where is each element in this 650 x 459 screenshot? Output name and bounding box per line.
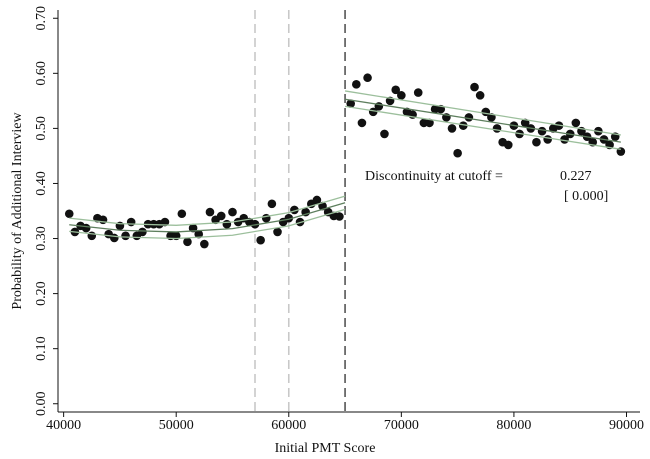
- point: [475, 91, 485, 100]
- point: [194, 229, 204, 239]
- point: [121, 231, 130, 241]
- x-tick-label: 60000: [271, 418, 306, 433]
- point: [256, 235, 265, 245]
- point: [352, 80, 361, 89]
- y-tick-label: 0.70: [34, 6, 49, 31]
- point: [98, 215, 108, 225]
- point: [273, 227, 282, 237]
- point: [183, 237, 192, 247]
- point: [380, 129, 389, 139]
- fit-line: [69, 195, 346, 226]
- point: [425, 118, 434, 128]
- fit-line: [344, 90, 621, 136]
- fit-line: [69, 208, 346, 240]
- x-tick-label: 40000: [46, 418, 81, 433]
- y-tick-label: 0.40: [34, 171, 49, 196]
- x-tick-label: 50000: [159, 418, 194, 433]
- point: [537, 126, 547, 136]
- fit-line: [69, 202, 346, 233]
- point: [335, 212, 344, 221]
- point: [109, 233, 119, 243]
- point: [503, 140, 513, 150]
- annotation-text: Discontinuity at cutoff =: [365, 169, 503, 184]
- x-tick-label: 80000: [496, 418, 531, 433]
- point: [532, 137, 541, 147]
- point: [470, 82, 479, 92]
- y-tick-label: 0.30: [34, 226, 49, 251]
- point: [346, 99, 355, 108]
- point: [267, 199, 277, 209]
- point: [492, 124, 502, 133]
- point: [413, 88, 423, 97]
- point: [391, 85, 401, 95]
- y-tick-label: 0.60: [34, 61, 49, 86]
- x-tick-label: 70000: [384, 418, 419, 433]
- y-tick-label: 0.20: [34, 281, 49, 306]
- point: [81, 223, 91, 233]
- point: [64, 209, 74, 219]
- x-tick-label: 90000: [609, 418, 644, 433]
- point: [464, 113, 474, 122]
- point: [138, 227, 147, 237]
- point: [357, 118, 367, 128]
- annotation-p-value: [ 0.000]: [564, 189, 608, 204]
- y-tick-label: 0.00: [34, 391, 49, 416]
- point: [200, 239, 209, 249]
- point: [216, 211, 226, 221]
- point: [205, 207, 215, 217]
- point: [571, 118, 581, 128]
- point: [250, 219, 260, 229]
- point: [126, 217, 136, 227]
- point: [453, 148, 462, 158]
- point: [177, 209, 187, 219]
- fit-line: [344, 98, 621, 143]
- point: [520, 118, 530, 128]
- point: [312, 195, 322, 205]
- point: [87, 231, 97, 241]
- point: [368, 107, 378, 117]
- point: [160, 217, 170, 227]
- y-tick-label: 0.10: [34, 336, 49, 361]
- y-tick-label: 0.50: [34, 116, 49, 141]
- point: [261, 213, 271, 223]
- fit-line: [344, 105, 621, 150]
- point: [397, 91, 406, 100]
- x-axis-label: Initial PMT Score: [275, 441, 376, 456]
- point: [222, 219, 232, 229]
- annotation-estimate: 0.227: [560, 169, 592, 184]
- point: [447, 124, 457, 133]
- point: [458, 121, 468, 130]
- point: [363, 73, 372, 83]
- point: [284, 213, 294, 223]
- point: [560, 135, 569, 144]
- y-axis-label: Probability of Additional Interview: [10, 112, 25, 310]
- point: [543, 135, 552, 144]
- point: [228, 207, 237, 217]
